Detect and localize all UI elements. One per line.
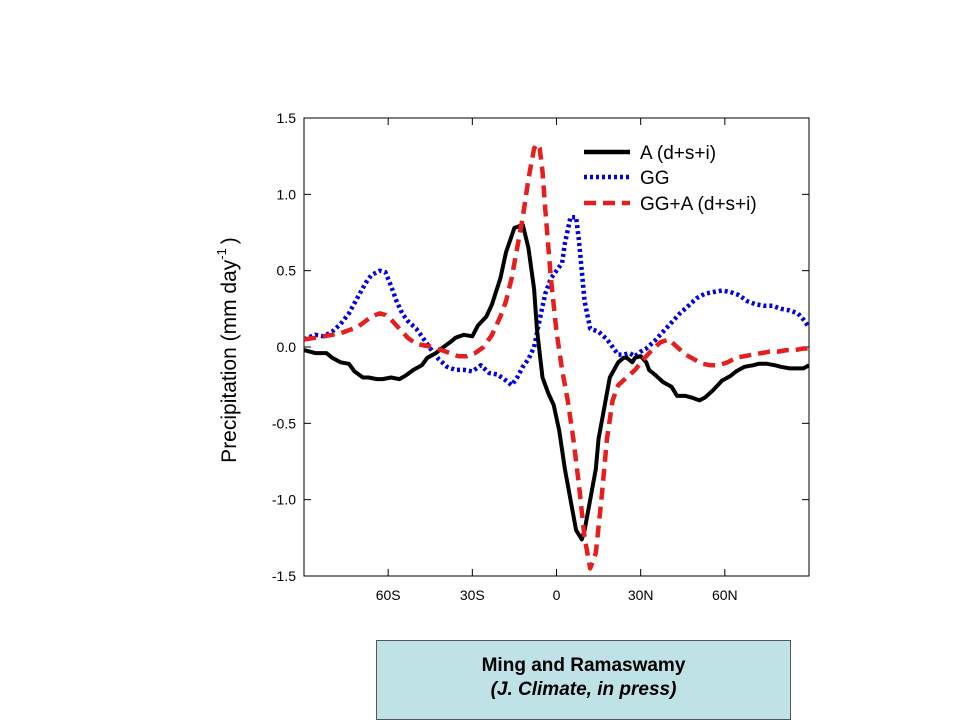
y-tick-label: -0.5 bbox=[272, 415, 296, 431]
series-layer bbox=[304, 141, 809, 571]
precipitation-chart: -1.5 -1.0 -0.5 0.0 0.5 1.0 1.5 60S 30S 0 30N 60N A … bbox=[214, 110, 810, 603]
y-axis-label-superscript: -1 bbox=[214, 248, 229, 260]
y-tick-label: 1.5 bbox=[277, 110, 297, 126]
legend-label-2: GG+A (d+s+i) bbox=[640, 194, 757, 215]
citation-authors: Ming and Ramaswamy bbox=[481, 655, 686, 676]
axis-ticks: -1.5 -1.0 -0.5 0.0 0.5 1.0 1.5 60S 30S 0 30N 60N bbox=[272, 110, 809, 603]
citation-journal: (J. Climate, in press) bbox=[490, 679, 677, 700]
y-axis-label-main: Precipitation (mm day bbox=[218, 259, 241, 463]
citation-box: Ming and Ramaswamy (J. Climate, in press… bbox=[376, 640, 791, 720]
y-tick-label: 0.0 bbox=[277, 339, 297, 355]
y-tick-label: 1.0 bbox=[277, 186, 297, 202]
x-tick-label: 60N bbox=[712, 587, 738, 603]
y-tick-label: -1.5 bbox=[272, 568, 296, 584]
legend-label-1: GG bbox=[640, 168, 670, 189]
series-line-2 bbox=[304, 141, 809, 571]
legend-label-0: A (d+s+i) bbox=[640, 143, 716, 164]
x-tick-label: 60S bbox=[376, 587, 401, 603]
y-axis-label: Precipitation (mm day-1) bbox=[214, 237, 241, 463]
x-tick-label: 0 bbox=[553, 587, 561, 603]
legend: A (d+s+i) GG GG+A (d+s+i) bbox=[584, 143, 757, 215]
series-line-0 bbox=[304, 222, 809, 542]
x-tick-label: 30N bbox=[628, 587, 654, 603]
x-tick-label: 30S bbox=[460, 587, 485, 603]
y-tick-label: 0.5 bbox=[277, 263, 297, 279]
y-axis-label-close: ) bbox=[218, 237, 241, 244]
series-line-1 bbox=[304, 214, 809, 388]
y-tick-label: -1.0 bbox=[272, 492, 296, 508]
